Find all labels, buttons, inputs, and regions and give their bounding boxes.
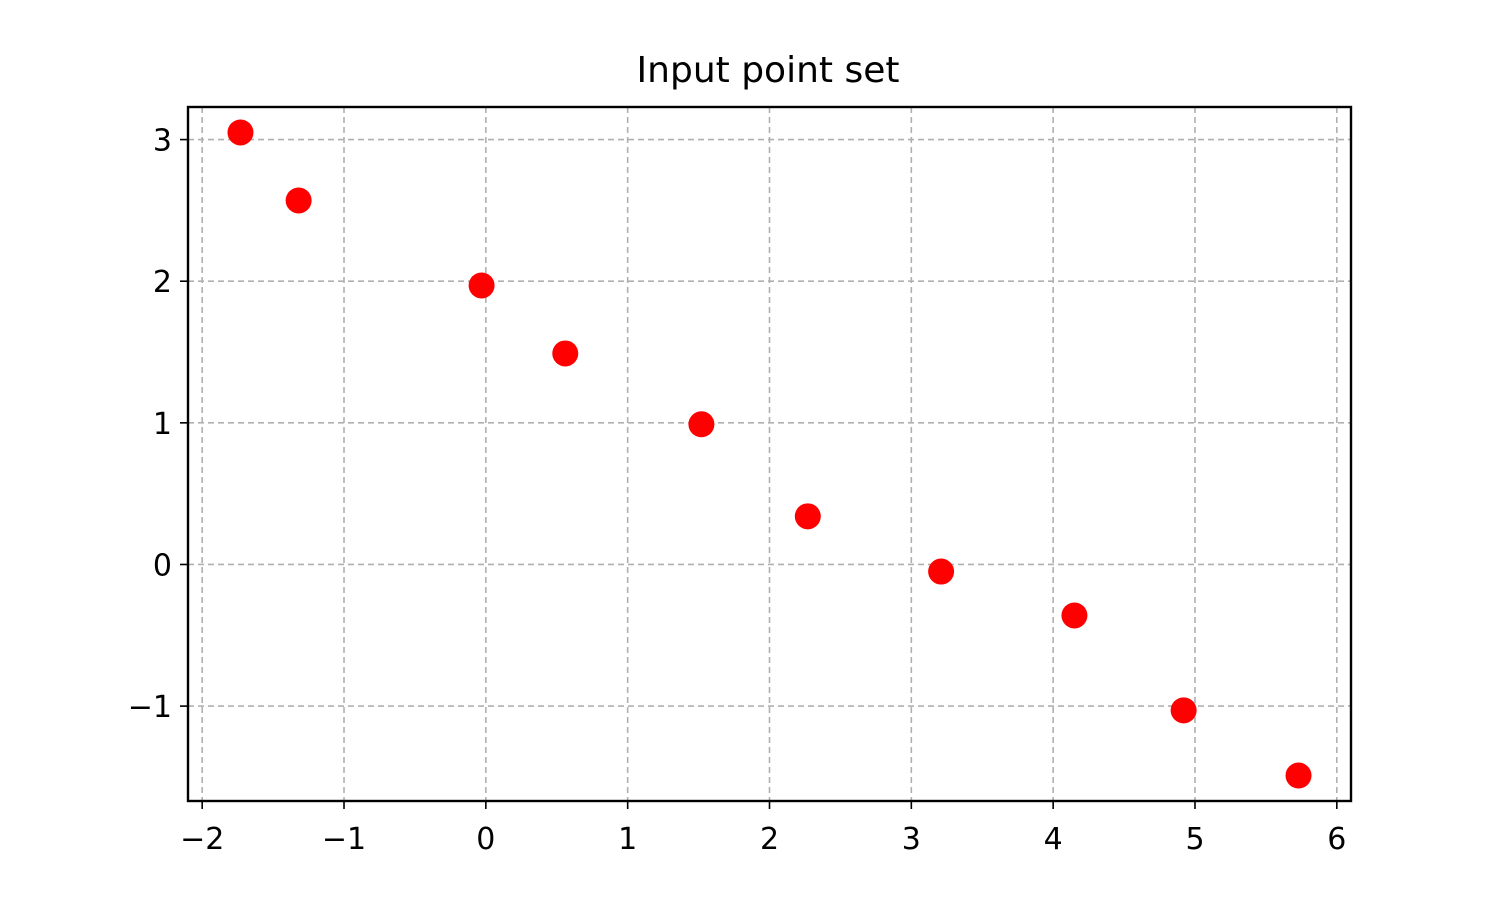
x-tick-label: 0 — [476, 822, 495, 857]
grid — [188, 107, 1351, 801]
data-point — [227, 119, 254, 146]
y-tick-label: 2 — [153, 265, 172, 300]
data-point — [1061, 602, 1088, 629]
x-tick-label: 2 — [760, 822, 779, 857]
y-tick-label: 0 — [153, 548, 172, 583]
data-point — [928, 558, 955, 585]
x-tick-label: 4 — [1044, 822, 1063, 857]
data-points — [227, 119, 1312, 789]
x-tick-label: 1 — [618, 822, 637, 857]
axes-frame — [186, 105, 1353, 803]
y-tick-label: 3 — [153, 124, 172, 159]
data-point — [468, 272, 495, 299]
data-point — [285, 187, 312, 214]
y-tick-label: −1 — [128, 690, 172, 725]
y-tick-label: 1 — [153, 407, 172, 442]
data-point — [1285, 762, 1312, 789]
data-point — [552, 340, 579, 367]
data-point — [1170, 697, 1197, 724]
x-tick-label: 3 — [902, 822, 921, 857]
x-tick-label: −1 — [322, 822, 366, 857]
data-point — [688, 411, 715, 438]
x-tick-label: 5 — [1185, 822, 1204, 857]
chart-title: Input point set — [637, 50, 900, 91]
data-point — [794, 503, 821, 530]
x-tick-label: −2 — [180, 822, 224, 857]
x-tick-label: 6 — [1327, 822, 1346, 857]
axis-ticks: −2 −1 0 1 2 3 4 5 6 −1 0 1 2 3 — [128, 124, 1347, 857]
